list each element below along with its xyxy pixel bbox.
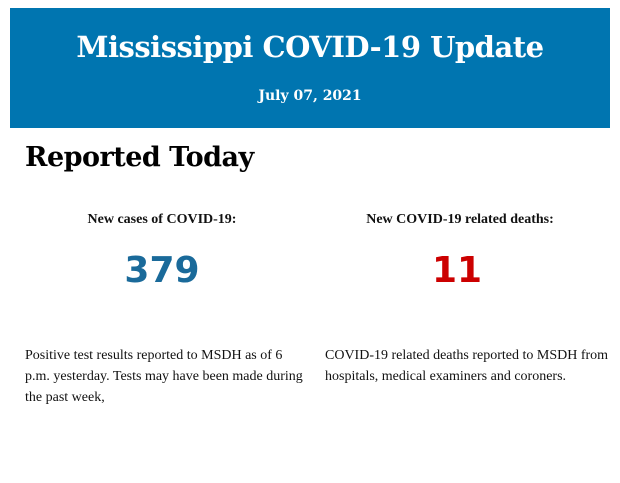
header-banner: Mississippi COVID-19 Update July 07, 202… [10,8,610,128]
cases-count: 379 [124,250,200,291]
deaths-description: COVID-19 related deaths reported to MSDH… [325,348,609,384]
cases-label: New cases of COVID-19: [87,212,237,227]
deaths-label: New COVID-19 related deaths: [366,212,554,227]
cases-description: Positive test results reported to MSDH a… [25,348,303,405]
report-date: July 07, 2021 [258,88,362,104]
deaths-count: 11 [431,250,483,291]
section-heading: Reported Today [25,142,254,173]
page-title: Mississippi COVID-19 Update [76,30,544,64]
